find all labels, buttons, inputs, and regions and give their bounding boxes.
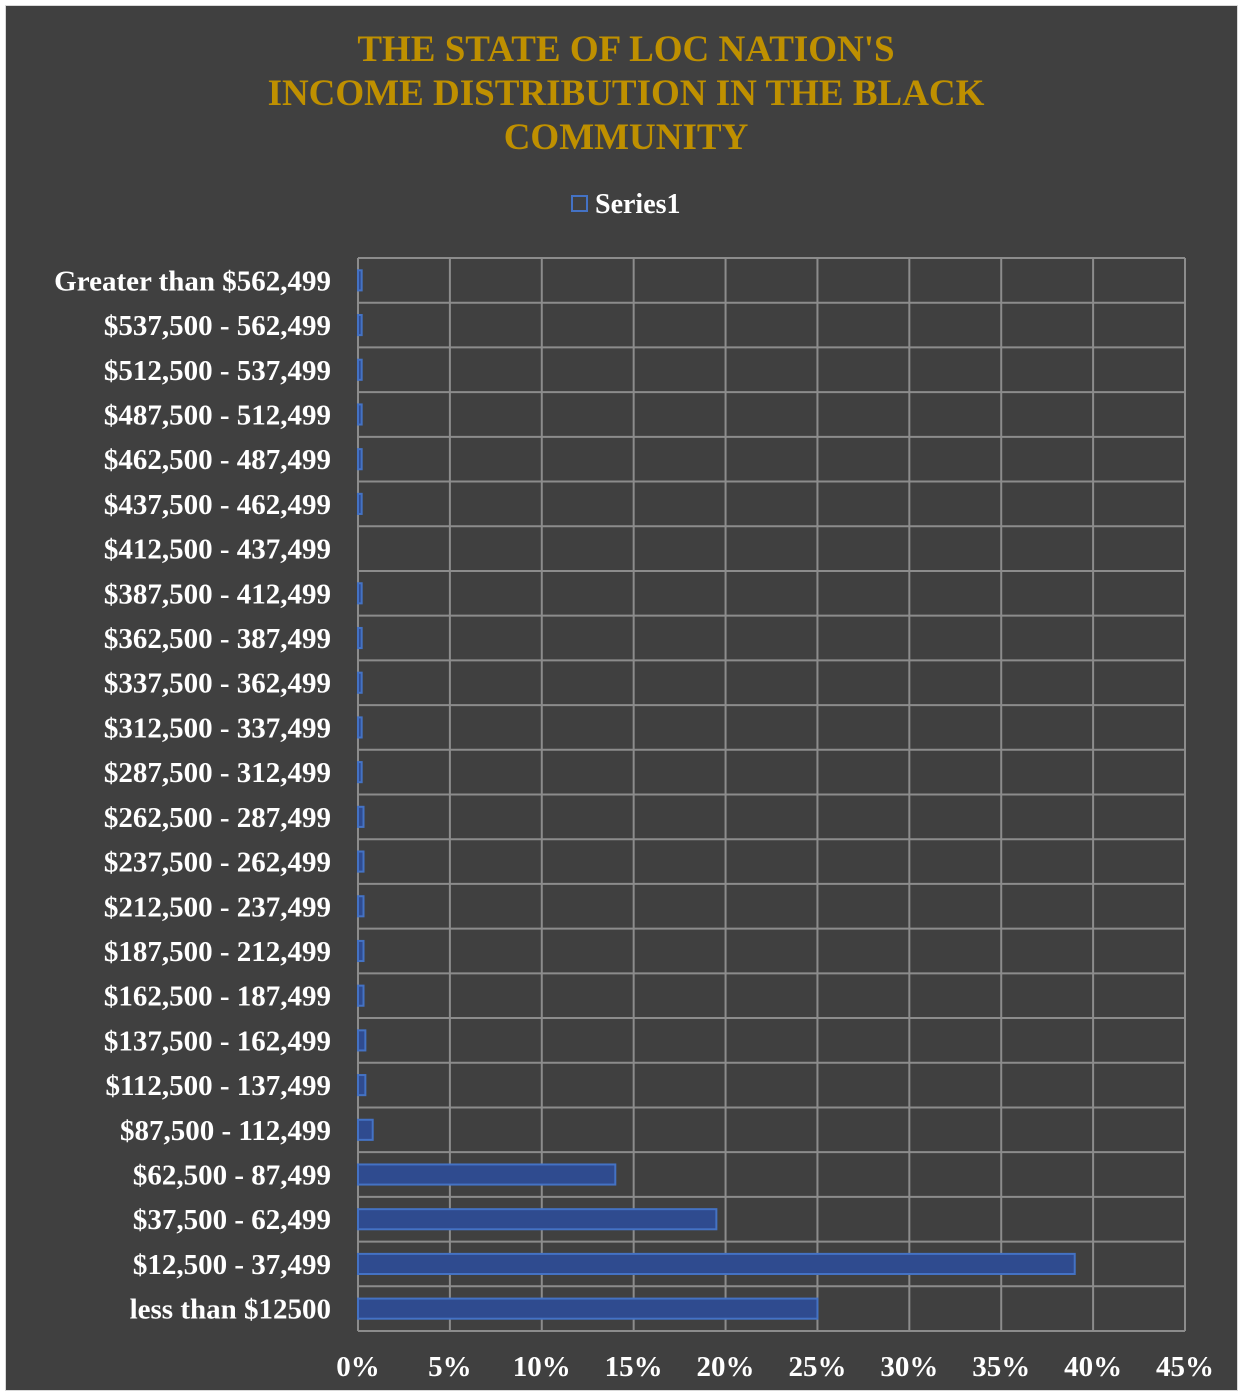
- x-tick-label: 0%: [336, 1351, 380, 1383]
- category-label: $137,500 - 162,499: [104, 1025, 331, 1057]
- bar: [357, 716, 363, 739]
- category-label: $312,500 - 337,499: [104, 712, 331, 744]
- x-tick-label: 35%: [972, 1351, 1030, 1383]
- bar: [357, 805, 365, 828]
- category-label: $112,500 - 137,499: [105, 1070, 331, 1102]
- category-label: $12,500 - 37,499: [133, 1249, 331, 1281]
- x-tick-label: 25%: [788, 1351, 846, 1383]
- bar: [357, 984, 365, 1007]
- category-label: $437,500 - 462,499: [104, 489, 331, 521]
- category-label: $237,500 - 262,499: [104, 847, 331, 879]
- legend: Series1: [571, 189, 681, 220]
- bar: [357, 492, 363, 515]
- category-label: $337,500 - 362,499: [104, 668, 331, 700]
- bar: [357, 895, 365, 918]
- category-label: $187,500 - 212,499: [104, 936, 331, 968]
- category-label: $87,500 - 112,499: [120, 1115, 331, 1147]
- bar: [357, 626, 363, 650]
- bar: [357, 1074, 367, 1097]
- category-label: $212,500 - 237,499: [104, 891, 331, 923]
- category-label: $412,500 - 437,499: [104, 534, 331, 566]
- category-label: $62,500 - 87,499: [133, 1160, 331, 1192]
- bar: [357, 1208, 718, 1231]
- bar: [357, 761, 363, 784]
- bar: [357, 358, 363, 381]
- category-label: $362,500 - 387,499: [104, 623, 331, 655]
- x-tick-label: 30%: [880, 1351, 938, 1383]
- x-tick-label: 40%: [1064, 1351, 1122, 1383]
- bar: [357, 1029, 367, 1052]
- bar: [357, 1118, 374, 1141]
- bar: [357, 939, 365, 963]
- chart-title-line: THE STATE OF LOC NATION'S: [357, 29, 894, 70]
- category-labels: less than $12500 $12,500 - 37,499 $37,500 …: [54, 265, 331, 1325]
- x-tick-label: 45%: [1156, 1351, 1214, 1383]
- bar: [357, 582, 363, 605]
- bar: [357, 1252, 1076, 1275]
- category-label: less than $12500: [130, 1294, 331, 1326]
- bar: [357, 448, 363, 471]
- category-label: Greater than $562,499: [54, 265, 331, 297]
- chart-title-line: COMMUNITY: [504, 117, 749, 158]
- category-label: $287,500 - 312,499: [104, 757, 331, 789]
- bars: [357, 269, 1076, 1320]
- x-tick-label: 10%: [513, 1351, 571, 1383]
- category-label: $262,500 - 287,499: [104, 802, 331, 834]
- bar: [357, 269, 363, 292]
- bar: [357, 671, 363, 694]
- chart-area: THE STATE OF LOC NATION'S INCOME DISTRIBU…: [5, 5, 1238, 1391]
- x-tick-label: 5%: [428, 1351, 472, 1383]
- category-label: $37,500 - 62,499: [133, 1204, 331, 1236]
- x-tick-label: 20%: [697, 1351, 755, 1383]
- legend-label: Series1: [595, 189, 681, 220]
- chart-title-line: INCOME DISTRIBUTION IN THE BLACK: [268, 73, 985, 114]
- bar: [357, 1297, 819, 1320]
- bar: [357, 403, 363, 426]
- category-label: $387,500 - 412,499: [104, 578, 331, 610]
- bar: [357, 1163, 617, 1186]
- bar: [357, 314, 363, 337]
- bar: [357, 850, 365, 873]
- category-label: $162,500 - 187,499: [104, 981, 331, 1013]
- legend-swatch: [571, 195, 588, 212]
- category-label: $537,500 - 562,499: [104, 310, 331, 342]
- x-tick-label: 15%: [605, 1351, 663, 1383]
- category-label: $487,500 - 512,499: [104, 399, 331, 431]
- category-label: $512,500 - 537,499: [104, 355, 331, 387]
- gridlines: [357, 257, 1186, 1332]
- x-axis-tick-labels: 0% 5% 10% 15% 20% 25% 30% 35% 40% 45%: [336, 1351, 1214, 1383]
- category-label: $462,500 - 487,499: [104, 444, 331, 476]
